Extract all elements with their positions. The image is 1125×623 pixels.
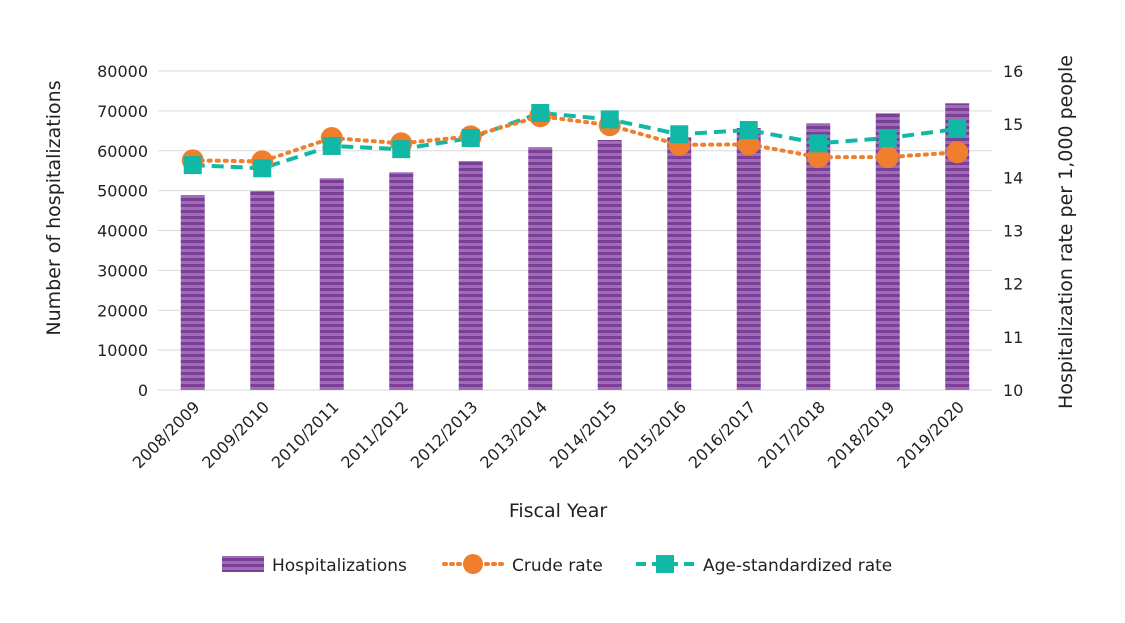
point-age-standardized-rate — [392, 140, 411, 159]
x-tick-label: 2008/2009 — [129, 397, 204, 472]
x-tick-label: 2012/2013 — [407, 397, 482, 472]
y-tick-label: 60000 — [97, 142, 148, 161]
point-age-standardized-rate — [183, 156, 202, 175]
bar-hospitalizations — [528, 147, 553, 390]
bar-hospitalizations — [736, 128, 761, 391]
y2-tick-label: 15 — [1003, 115, 1023, 134]
y-tick-label: 30000 — [97, 261, 148, 280]
y-tick-label: 80000 — [97, 62, 148, 81]
x-tick-label: 2013/2014 — [476, 397, 551, 472]
x-tick-label: 2009/2010 — [198, 397, 273, 472]
x-tick-label: 2016/2017 — [685, 397, 760, 472]
point-age-standardized-rate — [878, 128, 897, 147]
legend-marker-crude — [463, 554, 483, 574]
bar-hospitalizations — [180, 195, 205, 390]
bar-hospitalizations — [667, 137, 692, 390]
legend-marker-age-std — [656, 555, 674, 573]
x-tick-label: 2014/2015 — [546, 397, 621, 472]
point-age-standardized-rate — [253, 159, 272, 178]
x-tick-label: 2010/2011 — [268, 397, 343, 472]
point-age-standardized-rate — [739, 121, 758, 140]
x-tick-label: 2018/2019 — [824, 397, 899, 472]
y2-tick-label: 16 — [1003, 62, 1023, 81]
y2-tick-label: 10 — [1003, 381, 1023, 400]
point-crude-rate — [946, 141, 969, 164]
point-crude-rate — [876, 146, 899, 169]
y-tick-label: 40000 — [97, 222, 148, 241]
line-age-standardized-rate — [192, 110, 958, 171]
bar-hospitalizations — [597, 139, 622, 390]
y2-tick-label: 12 — [1003, 275, 1023, 294]
legend-label-hospitalizations: Hospitalizations — [272, 556, 407, 576]
legend-label-age-std: Age-standardized rate — [703, 556, 892, 576]
bar-hospitalizations — [458, 161, 483, 390]
point-age-standardized-rate — [670, 125, 689, 144]
point-age-standardized-rate — [600, 110, 619, 129]
y2-tick-label: 14 — [1003, 168, 1023, 187]
x-tick-label: 2015/2016 — [615, 397, 690, 472]
y-tick-label: 20000 — [97, 301, 148, 320]
y2-axis-label: Hospitalization rate per 1,000 people — [1055, 55, 1077, 409]
y-tick-label: 70000 — [97, 102, 148, 121]
legend: Hospitalizations Crude rate Age-standard… — [222, 554, 892, 576]
point-age-standardized-rate — [461, 128, 480, 147]
bar-hospitalizations — [250, 191, 275, 390]
y2-tick-label: 11 — [1003, 328, 1023, 347]
y-tick-label: 0 — [138, 381, 148, 400]
bar-hospitalizations — [319, 178, 344, 390]
x-tick-label: 2017/2018 — [754, 397, 829, 472]
legend-label-crude: Crude rate — [512, 556, 603, 576]
point-age-standardized-rate — [948, 119, 967, 138]
line-crude-rate — [190, 114, 960, 164]
legend-swatch-hospitalizations — [222, 556, 264, 572]
point-age-standardized-rate — [531, 104, 550, 123]
point-age-standardized-rate — [809, 134, 828, 153]
x-tick-label: 2019/2020 — [893, 397, 968, 472]
bar-hospitalizations — [389, 172, 414, 390]
y-tick-label: 10000 — [97, 341, 148, 360]
x-tick-label: 2011/2012 — [337, 397, 412, 472]
y-axis-label: Number of hospitalizations — [43, 80, 65, 335]
point-age-standardized-rate — [322, 136, 341, 155]
y-tick-label: 50000 — [97, 182, 148, 201]
x-axis-label: Fiscal Year — [509, 500, 608, 522]
y2-tick-label: 13 — [1003, 222, 1023, 241]
